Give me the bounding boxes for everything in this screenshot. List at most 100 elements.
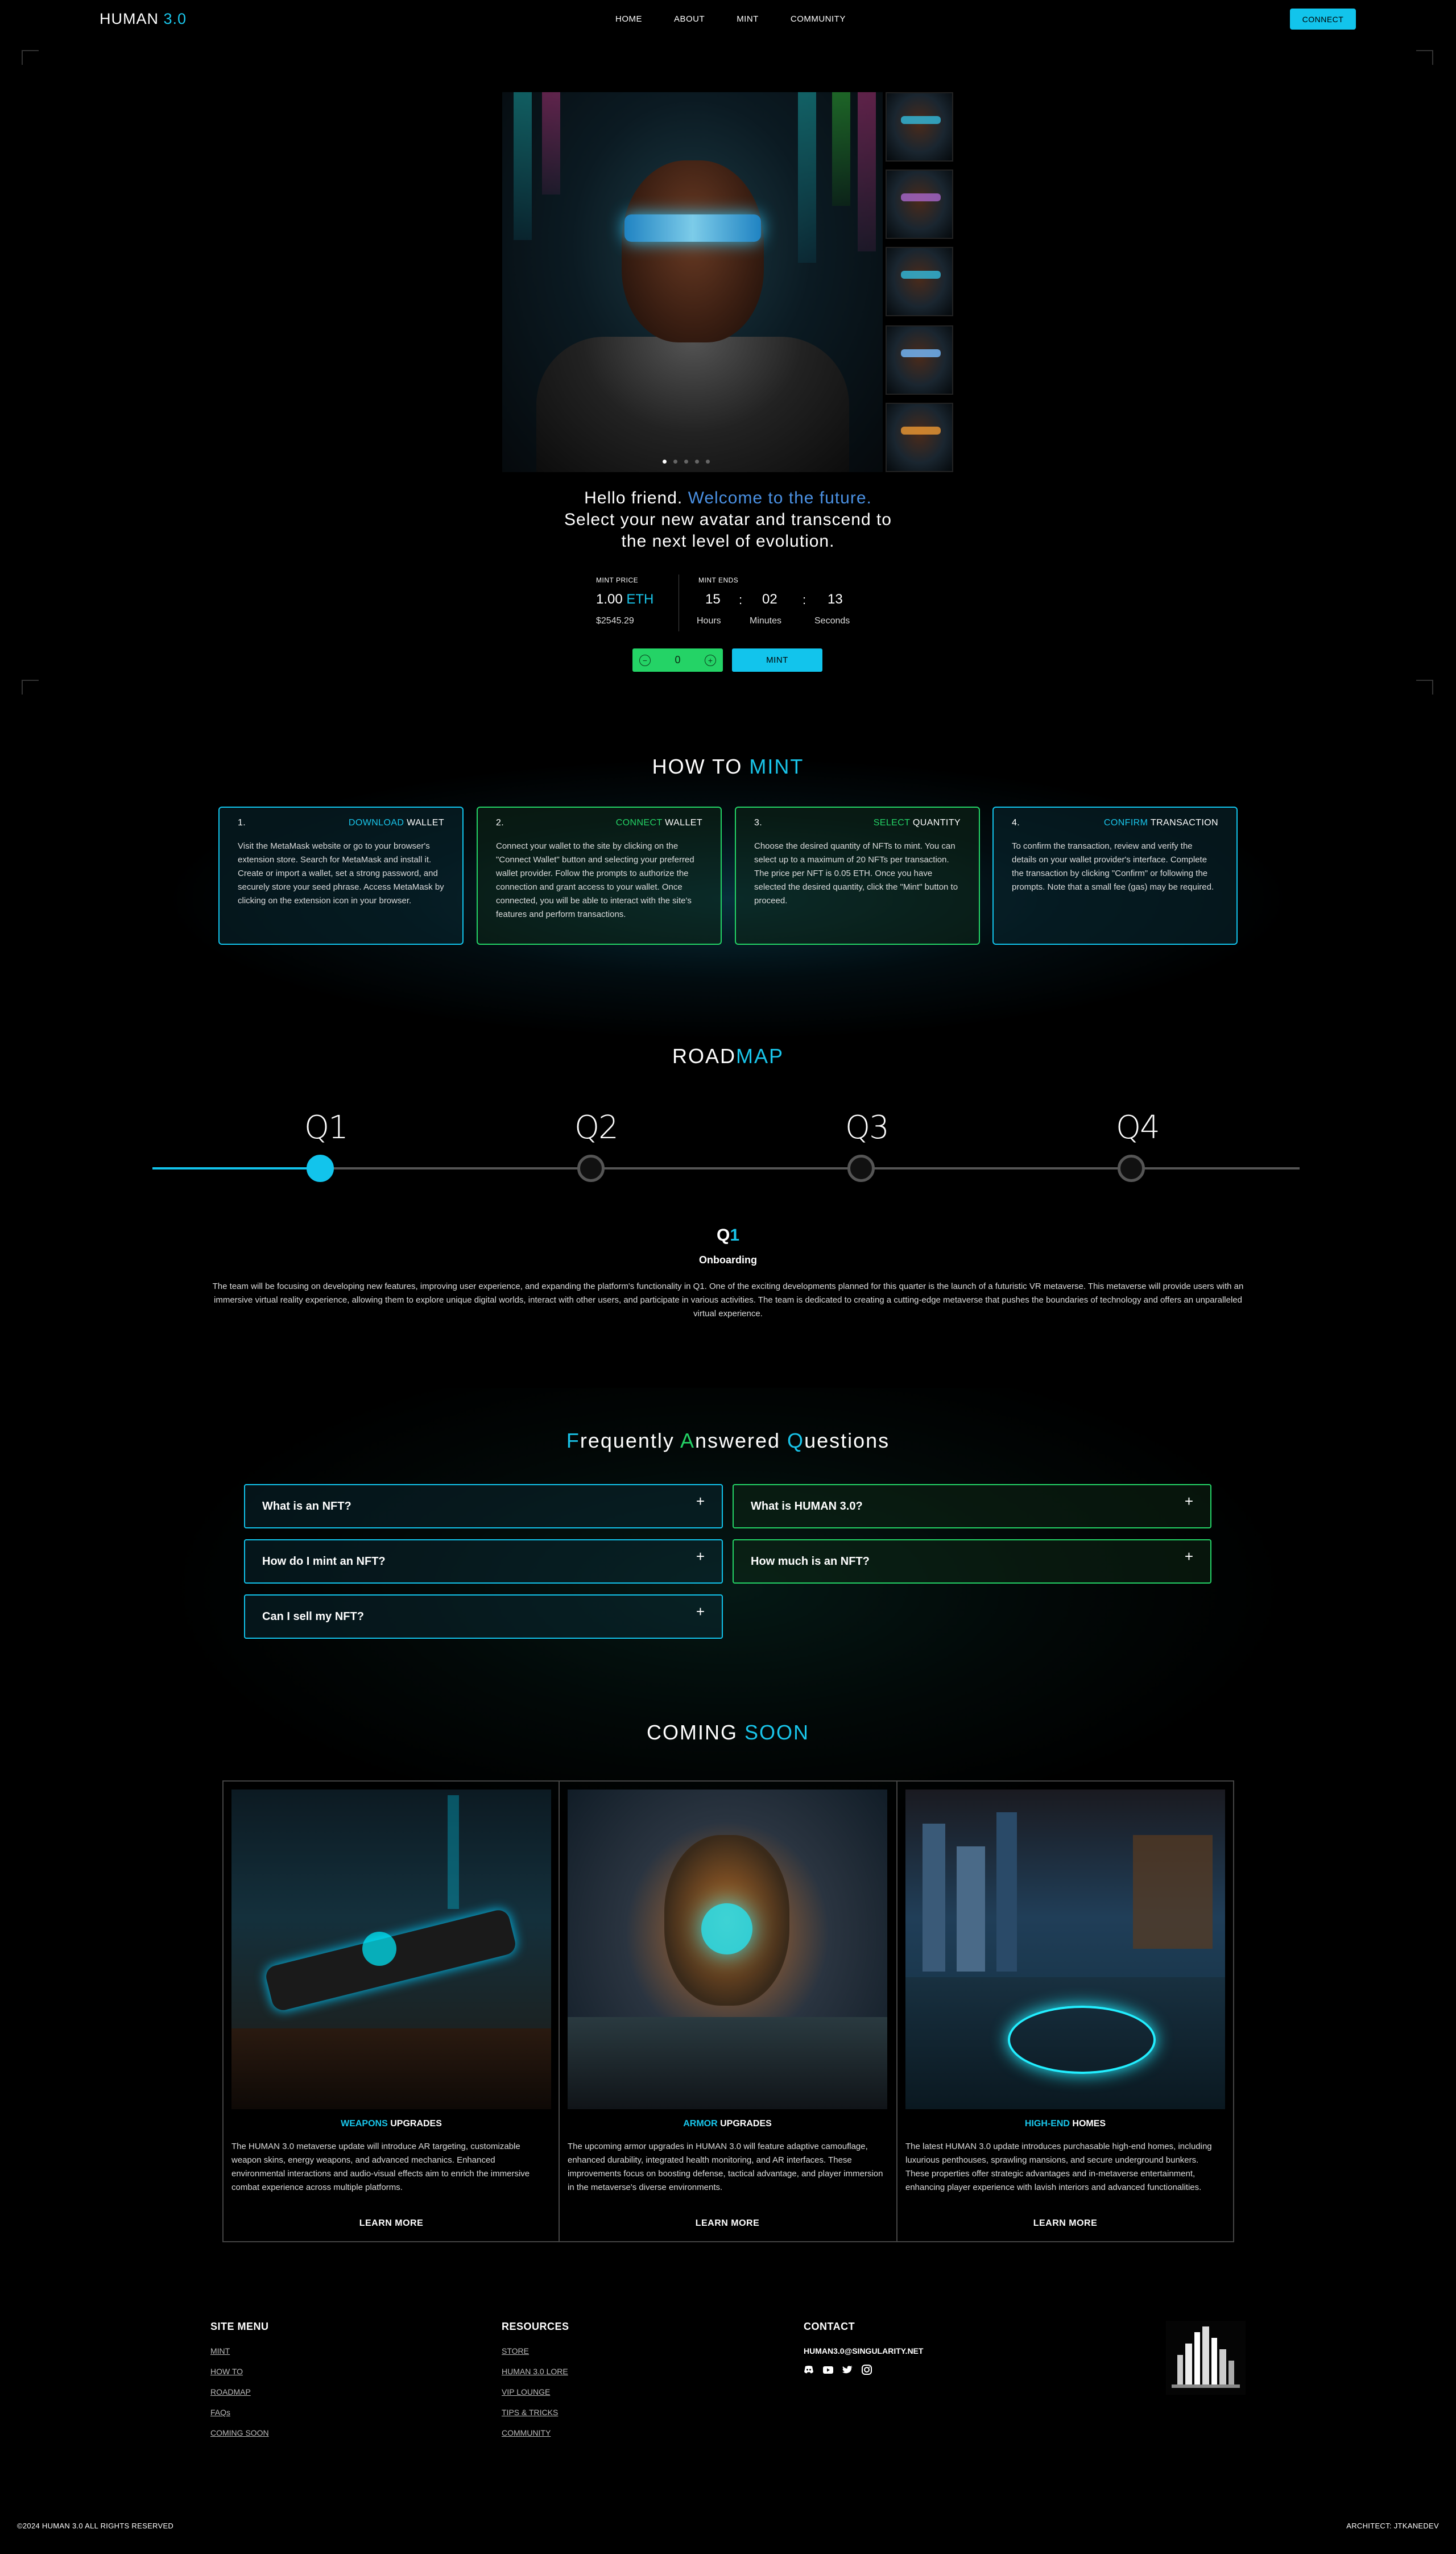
step-title-accent: DOWNLOAD <box>348 818 404 828</box>
carousel-dot[interactable] <box>706 460 710 464</box>
card-title-rest: UPGRADES <box>717 2119 772 2129</box>
instagram-icon[interactable] <box>862 2365 872 2375</box>
avatar-thumbnail[interactable] <box>886 403 953 472</box>
avatar-thumbnail[interactable] <box>886 170 953 239</box>
carousel-dot[interactable] <box>663 460 667 464</box>
avatar-thumbnail[interactable] <box>886 92 953 162</box>
carousel-dot[interactable] <box>695 460 699 464</box>
high-end-homes-image <box>905 1790 1225 2109</box>
youtube-icon[interactable] <box>823 2365 833 2375</box>
countdown-seconds-label: Seconds <box>814 616 850 626</box>
roadmap-q4-label[interactable]: Q4 <box>1116 1109 1160 1146</box>
nav-community[interactable]: COMMUNITY <box>790 14 846 24</box>
footer-link-lore[interactable]: HUMAN 3.0 LORE <box>502 2367 568 2376</box>
roadmap-q1-dot[interactable] <box>307 1155 334 1182</box>
coming-soon-title-main: COMING <box>646 1721 744 1744</box>
roadmap-q3-label[interactable]: Q3 <box>845 1109 890 1146</box>
faq-question: How much is an NFT? <box>751 1555 870 1568</box>
mint-price-usd: $2545.29 <box>596 616 634 626</box>
faq-item-how-to-mint[interactable]: How do I mint an NFT? + <box>244 1539 723 1584</box>
footer-link-roadmap[interactable]: ROADMAP <box>210 2387 251 2396</box>
nav-mint[interactable]: MINT <box>737 14 759 24</box>
countdown-seconds: 13 <box>828 592 843 607</box>
avatar-thumbnail[interactable] <box>886 247 953 316</box>
card-title-rest: HOMES <box>1069 2119 1106 2129</box>
step-card-confirm: 4. CONFIRM TRANSACTION To confirm the tra… <box>992 807 1238 945</box>
faq-item-what-is-human[interactable]: What is HUMAN 3.0? + <box>733 1484 1211 1528</box>
expand-plus-icon: + <box>696 1602 705 1620</box>
weapons-upgrade-title: WEAPONS UPGRADES <box>231 2119 551 2129</box>
hero-carousel-dots <box>663 460 710 464</box>
footer-link-tips[interactable]: TIPS & TRICKS <box>502 2408 559 2417</box>
card-title-accent: ARMOR <box>683 2119 718 2129</box>
step-number: 3. <box>754 818 763 828</box>
armor-upgrade-title: ARMOR UPGRADES <box>568 2119 887 2129</box>
roadmap-q4-dot[interactable] <box>1118 1155 1145 1182</box>
roadmap-q3-dot[interactable] <box>847 1155 875 1182</box>
faq-item-sell-nft[interactable]: Can I sell my NFT? + <box>244 1594 723 1639</box>
step-card-select: 3. SELECT QUANTITY Choose the desired qua… <box>735 807 980 945</box>
carousel-dot[interactable] <box>684 460 688 464</box>
armor-learn-more-link[interactable]: LEARN MORE <box>695 2218 760 2228</box>
footer-link-coming-soon[interactable]: COMING SOON <box>210 2428 269 2437</box>
avatar-thumbnail[interactable] <box>886 325 953 395</box>
increase-quantity-button[interactable]: + <box>704 654 716 666</box>
armor-upgrade-image <box>568 1790 887 2109</box>
step-card-connect: 2. CONNECT WALLET Connect your wallet to … <box>477 807 722 945</box>
footer-link-faqs[interactable]: FAQs <box>210 2408 231 2417</box>
nav-home[interactable]: HOME <box>615 14 642 24</box>
step-title-rest: WALLET <box>662 818 702 828</box>
weapons-upgrade-description: The HUMAN 3.0 metaverse update will intr… <box>231 2142 530 2192</box>
roadmap-title-main: ROAD <box>672 1044 736 1068</box>
footer-link-vip-lounge[interactable]: VIP LOUNGE <box>502 2387 551 2396</box>
hero-avatar-image <box>502 92 883 472</box>
site-logo[interactable]: HUMAN 3.0 <box>100 10 187 28</box>
step-number: 1. <box>238 818 246 828</box>
expand-plus-icon: + <box>1184 1492 1193 1510</box>
faq-title-word: nswered <box>694 1429 788 1452</box>
mint-button[interactable]: MINT <box>732 648 822 672</box>
step-title-rest: QUANTITY <box>910 818 961 828</box>
roadmap-q2-dot[interactable] <box>577 1155 605 1182</box>
footer-link-howto[interactable]: HOW TO <box>210 2367 243 2376</box>
mint-price-number: 1.00 <box>596 592 627 607</box>
expand-plus-icon: + <box>1184 1547 1193 1565</box>
nav-about[interactable]: ABOUT <box>674 14 705 24</box>
decrease-quantity-button[interactable]: − <box>639 654 651 666</box>
decor-corner-top-left <box>22 50 39 65</box>
quantity-value: 0 <box>675 654 681 666</box>
footer-contact-email[interactable]: HUMAN3.0@SINGULARITY.NET <box>804 2346 924 2355</box>
faq-item-how-much[interactable]: How much is an NFT? + <box>733 1539 1211 1584</box>
hero-greeting-accent: Welcome to the future. <box>688 489 872 507</box>
grid-divider <box>559 1780 560 2242</box>
faq-title: Frequently Answered Questions <box>0 1429 1456 1453</box>
step-title-accent: CONNECT <box>615 818 663 828</box>
coming-soon-title: COMING SOON <box>0 1721 1456 1745</box>
faq-item-what-is-nft[interactable]: What is an NFT? + <box>244 1484 723 1528</box>
step-number: 2. <box>496 818 504 828</box>
footer-link-store[interactable]: STORE <box>502 2346 529 2355</box>
footer-link-mint[interactable]: MINT <box>210 2346 230 2355</box>
roadmap-q1-label[interactable]: Q1 <box>304 1109 349 1146</box>
logo-main-text: HUMAN <box>100 10 164 27</box>
roadmap-phase-title: Onboarding <box>699 1254 757 1266</box>
weapons-upgrade-image <box>231 1790 551 2109</box>
weapons-learn-more-link[interactable]: LEARN MORE <box>359 2218 424 2228</box>
main-nav: HOME ABOUT MINT COMMUNITY <box>615 14 878 24</box>
roadmap-q2-label[interactable]: Q2 <box>574 1109 619 1146</box>
footer-link-community[interactable]: COMMUNITY <box>502 2428 551 2437</box>
faq-question: What is an NFT? <box>262 1499 351 1512</box>
decor-corner-top-right <box>1416 50 1433 65</box>
step-description: To confirm the transaction, review and v… <box>1012 841 1214 892</box>
discord-icon[interactable] <box>804 2365 814 2375</box>
connect-wallet-button[interactable]: CONNECT <box>1290 9 1356 30</box>
high-end-homes-description: The latest HUMAN 3.0 update introduces p… <box>905 2142 1212 2192</box>
mint-price-unit: ETH <box>626 592 654 607</box>
countdown-colon: : <box>803 593 806 607</box>
twitter-icon[interactable] <box>842 2365 853 2375</box>
card-title-rest: UPGRADES <box>387 2119 442 2129</box>
step-description: Visit the MetaMask website or go to your… <box>238 841 444 906</box>
howto-title-accent: MINT <box>749 755 804 778</box>
carousel-dot[interactable] <box>673 460 677 464</box>
homes-learn-more-link[interactable]: LEARN MORE <box>1033 2218 1098 2228</box>
